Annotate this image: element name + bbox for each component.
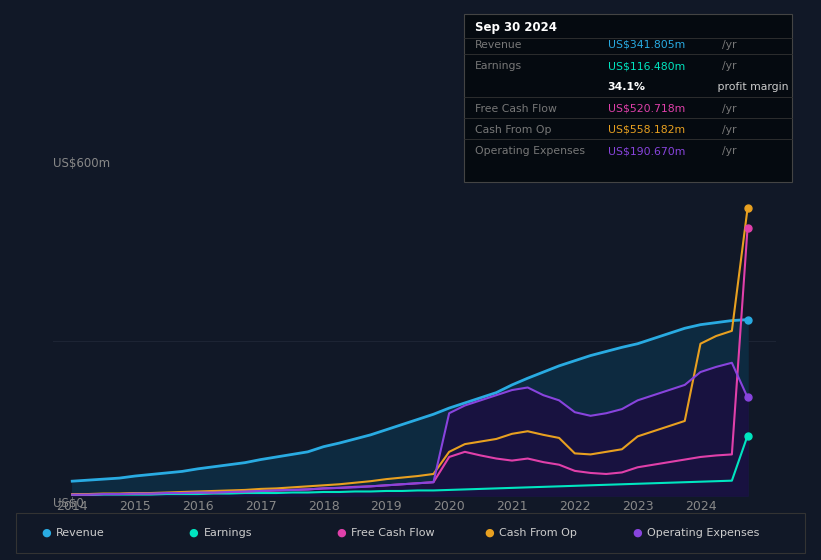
- Text: ●: ●: [632, 528, 642, 538]
- Text: Operating Expenses: Operating Expenses: [475, 146, 585, 156]
- Text: ●: ●: [189, 528, 199, 538]
- Text: US$558.182m: US$558.182m: [608, 125, 685, 135]
- Text: /yr: /yr: [722, 40, 737, 50]
- Text: ●: ●: [484, 528, 494, 538]
- Text: Earnings: Earnings: [475, 61, 521, 71]
- Text: Free Cash Flow: Free Cash Flow: [351, 528, 435, 538]
- Text: /yr: /yr: [722, 104, 737, 114]
- Text: Earnings: Earnings: [204, 528, 252, 538]
- Text: /yr: /yr: [722, 61, 737, 71]
- Text: /yr: /yr: [722, 146, 737, 156]
- Point: [741, 315, 754, 324]
- Text: US$600m: US$600m: [53, 157, 111, 170]
- Text: US$0: US$0: [53, 497, 84, 510]
- Text: Revenue: Revenue: [56, 528, 104, 538]
- Text: Cash From Op: Cash From Op: [499, 528, 577, 538]
- Text: Operating Expenses: Operating Expenses: [647, 528, 759, 538]
- Text: Cash From Op: Cash From Op: [475, 125, 551, 135]
- Text: US$190.670m: US$190.670m: [608, 146, 685, 156]
- Text: Revenue: Revenue: [475, 40, 522, 50]
- Text: Free Cash Flow: Free Cash Flow: [475, 104, 557, 114]
- Text: ●: ●: [337, 528, 346, 538]
- Text: US$116.480m: US$116.480m: [608, 61, 685, 71]
- Text: Sep 30 2024: Sep 30 2024: [475, 21, 557, 35]
- Text: /yr: /yr: [722, 125, 737, 135]
- Text: 34.1%: 34.1%: [608, 82, 645, 92]
- Text: ●: ●: [41, 528, 51, 538]
- Text: US$341.805m: US$341.805m: [608, 40, 685, 50]
- Point: [741, 204, 754, 213]
- Text: profit margin: profit margin: [714, 82, 789, 92]
- Text: US$520.718m: US$520.718m: [608, 104, 685, 114]
- Point: [741, 393, 754, 402]
- Point: [741, 223, 754, 232]
- Point: [741, 431, 754, 440]
